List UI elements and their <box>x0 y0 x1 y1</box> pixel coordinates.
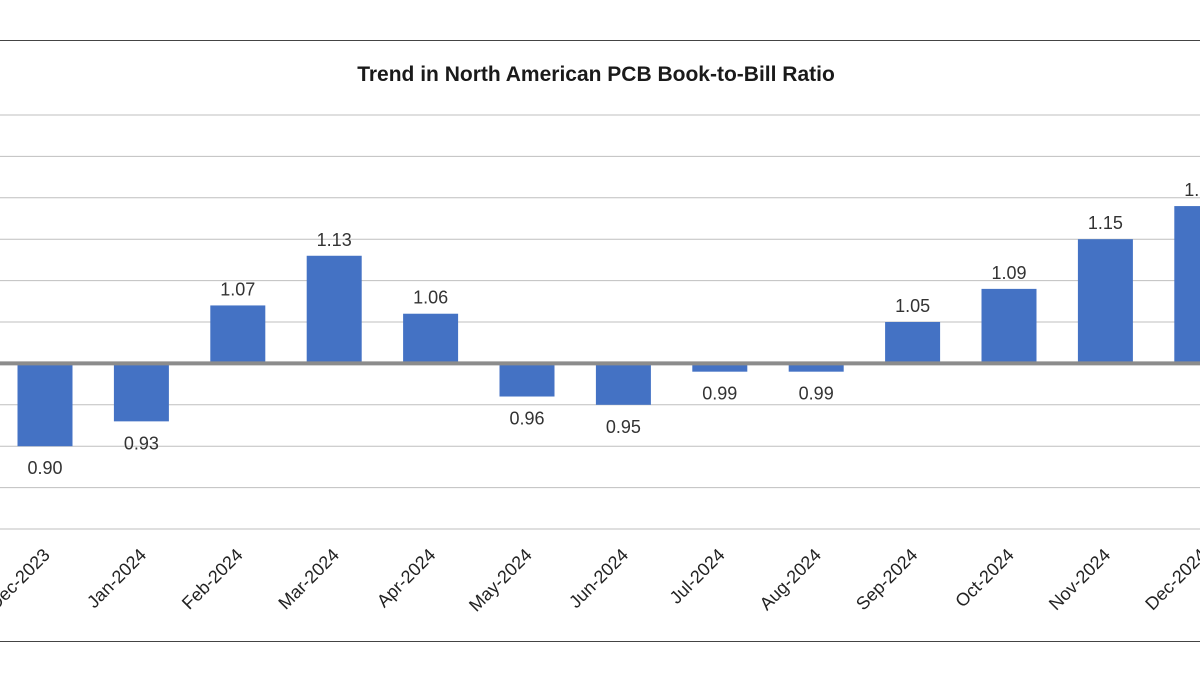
bar <box>1174 206 1200 364</box>
x-tick-label: Dec-2024 <box>1141 545 1200 614</box>
bar <box>113 363 169 422</box>
x-tick-label: Aug-2024 <box>756 545 825 614</box>
bar-chart: Trend in North American PCB Book-to-Bill… <box>0 63 1200 616</box>
bar <box>885 322 941 364</box>
x-tick-label: Mar-2024 <box>274 545 343 614</box>
data-label: 1.06 <box>413 288 448 308</box>
x-tick-label: Jan-2024 <box>83 545 150 612</box>
chart-title: Trend in North American PCB Book-to-Bill… <box>357 63 835 86</box>
data-label: 0.90 <box>27 458 62 478</box>
x-tick-label: May-2024 <box>465 545 536 616</box>
data-label: 1.13 <box>317 230 352 250</box>
data-label: 1.15 <box>1088 213 1123 233</box>
bar <box>499 363 555 397</box>
x-tick-label: Apr-2024 <box>373 545 440 612</box>
data-label: 0.99 <box>799 384 834 404</box>
bar <box>1077 239 1133 364</box>
data-label: 0.96 <box>509 409 544 429</box>
bar <box>981 288 1037 364</box>
x-tick-label: Jul-2024 <box>666 545 729 608</box>
data-labels: 0.90 0.93 1.07 1.13 1.06 0.96 0.95 0.99 0.99 1.05… <box>27 180 1200 478</box>
data-label: 1.05 <box>895 296 930 316</box>
bar <box>210 305 266 364</box>
bar <box>788 363 844 372</box>
data-label: 0.95 <box>606 417 641 437</box>
bar <box>403 313 459 364</box>
bar <box>692 363 748 372</box>
data-label: 1.09 <box>991 263 1026 283</box>
data-label: 1.07 <box>220 279 255 299</box>
bar <box>595 363 651 405</box>
data-label: 1.19 <box>1184 180 1200 200</box>
x-axis-ticks: Dec-2023 Jan-2024 Feb-2024 Mar-2024 Apr-2024… <box>0 545 1200 616</box>
bars <box>17 206 1200 447</box>
data-label: 0.99 <box>702 384 737 404</box>
x-tick-label: Jun-2024 <box>565 545 632 612</box>
x-tick-label: Sep-2024 <box>852 545 921 614</box>
bar <box>17 363 73 447</box>
data-label: 0.93 <box>124 433 159 453</box>
chart-frame: Trend in North American PCB Book-to-Bill… <box>0 40 1200 642</box>
x-tick-label: Feb-2024 <box>178 545 247 614</box>
x-tick-label: Nov-2024 <box>1045 545 1114 614</box>
x-tick-label: Oct-2024 <box>951 545 1018 612</box>
bar <box>306 255 362 364</box>
x-tick-label: Dec-2023 <box>0 545 54 614</box>
